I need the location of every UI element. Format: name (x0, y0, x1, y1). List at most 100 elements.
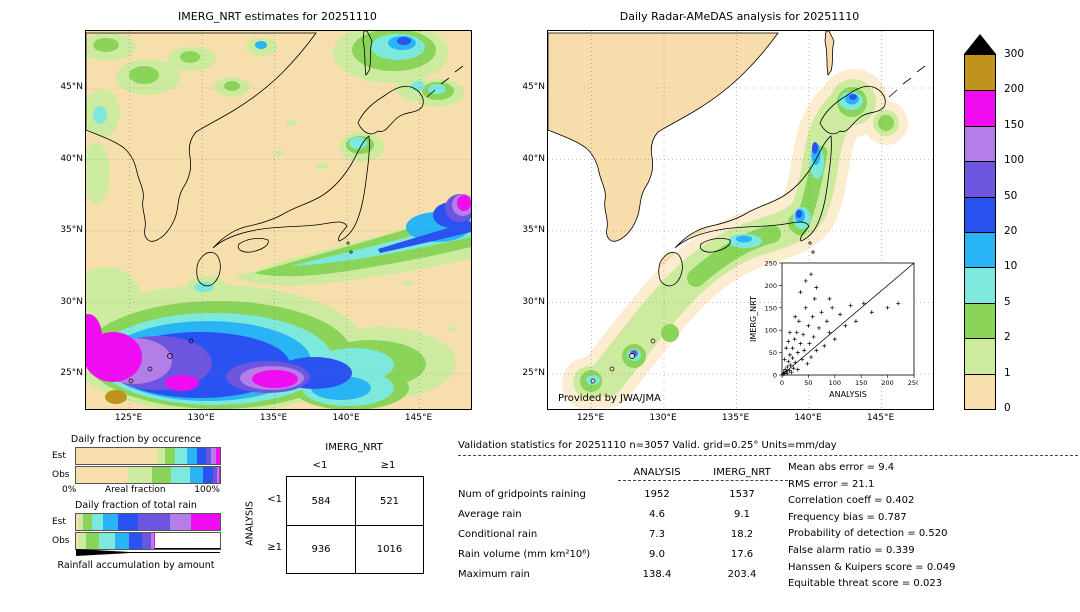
colorbar-segment (965, 196, 995, 232)
scatter-point (807, 341, 812, 346)
stat-line: Frequency bias = 0.787 (788, 511, 907, 523)
scatter-point (832, 337, 837, 342)
scatter-point (798, 341, 803, 346)
inset-y-tick-label: 50 (769, 349, 777, 357)
stat-line: Hanssen & Kuipers score = 0.049 (788, 561, 956, 573)
scatter-point (787, 368, 792, 373)
coastline (86, 32, 317, 242)
radar-map-frame: Provided by JWA/JMA 0 0 50 50 100 100 150 150 20… (547, 30, 934, 410)
occurrence-est-row: Est (52, 447, 221, 465)
lat-tick-label: 40°N (60, 153, 83, 164)
row-label: Conditional rain (458, 528, 538, 540)
inset-y-tick-label: 200 (765, 282, 777, 290)
scatter-point (793, 360, 798, 365)
bar-segment-150-200 (218, 467, 220, 483)
scatter-point (809, 355, 814, 360)
bar-segment-50-100 (142, 533, 151, 549)
areal-fraction-axis: 0% Areal fraction 100% (62, 485, 220, 495)
island (650, 338, 656, 344)
bar-segment-50-100 (212, 467, 218, 483)
accumulation-wedge-row (76, 549, 220, 557)
row-label: Maximum rain (458, 568, 530, 580)
contingency-col-label-ge1: ≥1 (380, 460, 396, 471)
scatter-point (812, 296, 817, 301)
bar-segment-2-5 (152, 467, 172, 483)
bar-segment-20-50 (129, 533, 143, 549)
gridlines (86, 31, 471, 409)
bar-segment-20-50 (117, 514, 138, 530)
axis-max-label: 100% (194, 485, 220, 495)
row-label: Num of gridpoints raining (458, 488, 586, 500)
imerg-value: 9.1 (734, 508, 750, 520)
bar-segment-1-2 (127, 467, 153, 483)
scatter-point (798, 290, 803, 295)
colorbar-tick-label: 10 (1004, 260, 1018, 273)
island (808, 241, 812, 245)
coastline (888, 65, 926, 98)
contingency-table: IMERG_NRT <1 ≥1 ANALYSIS <1 ≥1 584 521 9… (244, 440, 434, 580)
inset-x-tick-label: 150 (855, 379, 867, 387)
inset-y-tick-label: 0 (773, 372, 777, 380)
scatter-point (803, 305, 808, 310)
bar-segment-1-2 (78, 533, 87, 549)
precip-level-200-300 (105, 390, 127, 404)
coastline (357, 85, 424, 135)
inset-x-tick-label: 0 (780, 379, 784, 387)
bar-segment-150-200 (191, 514, 220, 530)
precip-field-imerg (86, 31, 471, 409)
scatter-point (800, 357, 805, 362)
inset-x-tick-label: 100 (829, 379, 841, 387)
colorbar-tick-label: 300 (1004, 48, 1025, 60)
scatter-point (803, 278, 808, 283)
bar-segment-150-200 (153, 533, 156, 549)
row-label-est: Est (52, 451, 66, 461)
row-label-est: Est (52, 517, 66, 527)
total-rain-obs-bar (75, 532, 221, 550)
lon-tick-label: 130°E (649, 413, 677, 423)
imerg-map-canvas (86, 31, 471, 409)
lon-tick-label: 140°E (794, 413, 822, 423)
island (811, 250, 815, 254)
inset-x-tick-label: 200 (881, 379, 893, 387)
bar-segment-20-50 (196, 448, 206, 464)
island (349, 250, 353, 254)
contingency-row-axis: ANALYSIS (244, 501, 256, 546)
island (346, 241, 350, 245)
table-row: Maximum rain 138.4 203.4 (458, 564, 788, 584)
scatter-points (781, 272, 901, 377)
bar-segment-5-10 (99, 533, 115, 549)
colorbar-segment (965, 373, 995, 409)
scatter-point (843, 323, 848, 328)
scatter-point (810, 314, 815, 319)
axis-min-label: 0% (62, 485, 77, 495)
contingency-row-label-ge1: ≥1 (267, 542, 282, 553)
colorbar-tick-label: 200 (1004, 83, 1025, 96)
bar-baseline (155, 548, 220, 549)
imerg-map-title: IMERG_NRT estimates for 20251110 (178, 10, 377, 23)
island (590, 378, 596, 384)
bar-segment-20-50 (202, 467, 213, 483)
contingency-col-label-lt1: <1 (312, 460, 328, 471)
lon-tick-label: 145°E (404, 413, 433, 423)
scatter-point (802, 348, 807, 353)
bar-segment-10-20 (114, 533, 130, 549)
radar-map-title: Daily Radar-AMeDAS analysis for 20251110 (619, 10, 860, 23)
coastline (426, 65, 464, 98)
colorbar: 300 200 150 100 50 20 10 5 2 1 0 (964, 34, 1080, 444)
data-credit: Provided by JWA/JMA (558, 393, 661, 404)
colorbar-segment (965, 338, 995, 374)
scatter-point (796, 319, 801, 324)
scatter-point (814, 285, 819, 290)
row-label: Average rain (458, 508, 522, 520)
bar-segment-100-150 (169, 514, 192, 530)
lon-tick-label: 125°E (576, 413, 605, 423)
validation-title: Validation statistics for 20251110 n=305… (458, 440, 1078, 456)
analysis-value: 9.0 (649, 548, 665, 560)
imerg-map-frame (85, 30, 472, 410)
scatter-point (848, 303, 853, 308)
stat-line: False alarm ratio = 0.339 (788, 544, 915, 556)
bar-segment-100-150 (211, 448, 216, 464)
validation-stats: Mean abs error = 9.4 RMS error = 21.1 Corr… (788, 460, 1078, 593)
colorbar-tick-label: 1 (1004, 366, 1011, 379)
contingency-col-axis: IMERG_NRT (325, 442, 383, 453)
